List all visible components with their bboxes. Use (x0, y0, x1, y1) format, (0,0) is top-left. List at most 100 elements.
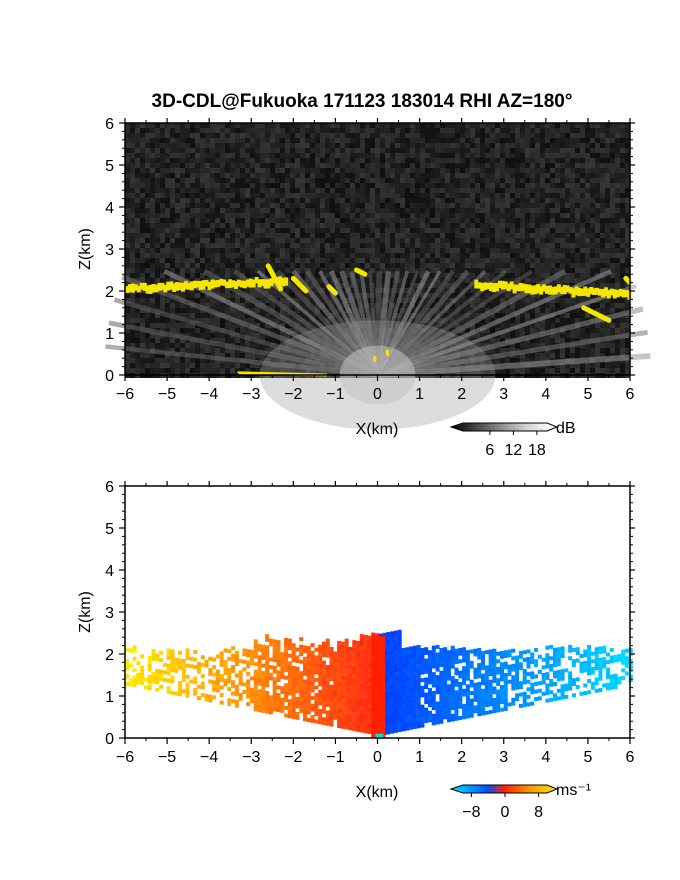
snr-noise-cell (210, 228, 215, 233)
snr-noise-cell (550, 238, 555, 243)
snr-noise-cell (575, 273, 580, 278)
snr-noise-cell (205, 263, 210, 268)
snr-noise-cell (515, 223, 520, 228)
snr-noise-cell (175, 218, 180, 223)
snr-noise-cell (215, 353, 220, 358)
snr-noise-cell (305, 178, 310, 183)
snr-noise-cell (250, 228, 255, 233)
snr-noise-cell (550, 178, 555, 183)
snr-noise-cell (545, 148, 550, 153)
snr-noise-cell (550, 143, 555, 148)
snr-noise-cell (255, 198, 260, 203)
snr-noise-cell (335, 123, 340, 128)
snr-noise-cell (245, 243, 250, 248)
snr-noise-cell (540, 248, 545, 253)
snr-noise-cell (355, 128, 360, 133)
snr-noise-cell (405, 153, 410, 158)
snr-noise-cell (545, 283, 550, 288)
snr-noise-cell (420, 233, 425, 238)
snr-noise-cell (505, 158, 510, 163)
snr-noise-cell (200, 358, 205, 363)
snr-noise-cell (510, 153, 515, 158)
snr-noise-cell (355, 243, 360, 248)
snr-noise-cell (260, 123, 265, 128)
snr-noise-cell (450, 243, 455, 248)
snr-noise-cell (225, 253, 230, 258)
snr-noise-cell (540, 253, 545, 258)
snr-noise-cell (485, 338, 490, 343)
snr-noise-cell (400, 168, 405, 173)
snr-noise-cell (230, 173, 235, 178)
snr-noise-cell (405, 198, 410, 203)
snr-noise-cell (205, 293, 210, 298)
snr-noise-cell (455, 163, 460, 168)
snr-noise-cell (140, 158, 145, 163)
snr-noise-cell (340, 198, 345, 203)
snr-noise-cell (265, 223, 270, 228)
snr-noise-cell (570, 318, 575, 323)
snr-noise-cell (445, 233, 450, 238)
snr-noise-cell (160, 318, 165, 323)
snr-noise-cell (430, 223, 435, 228)
snr-noise-cell (170, 348, 175, 353)
snr-noise-cell (340, 243, 345, 248)
snr-noise-cell (420, 228, 425, 233)
snr-noise-cell (305, 153, 310, 158)
snr-noise-cell (420, 263, 425, 268)
snr-noise-cell (570, 138, 575, 143)
snr-noise-cell (470, 148, 475, 153)
snr-noise-cell (315, 203, 320, 208)
snr-noise-cell (405, 178, 410, 183)
snr-noise-cell (625, 163, 630, 168)
snr-noise-cell (150, 213, 155, 218)
snr-noise-cell (275, 358, 280, 363)
snr-noise-cell (240, 163, 245, 168)
snr-noise-cell (595, 308, 600, 313)
snr-noise-cell (565, 148, 570, 153)
snr-noise-cell (460, 243, 465, 248)
snr-noise-cell (620, 163, 625, 168)
snr-noise-cell (590, 333, 595, 338)
snr-noise-cell (555, 298, 560, 303)
snr-noise-cell (400, 248, 405, 253)
snr-noise-cell (560, 173, 565, 178)
snr-noise-cell (620, 218, 625, 223)
snr-noise-cell (590, 223, 595, 228)
snr-noise-cell (210, 313, 215, 318)
snr-noise-cell (435, 248, 440, 253)
snr-noise-cell (125, 283, 130, 288)
snr-noise-cell (335, 208, 340, 213)
snr-noise-cell (210, 143, 215, 148)
snr-noise-cell (130, 128, 135, 133)
snr-noise-cell (270, 248, 275, 253)
snr-noise-cell (215, 263, 220, 268)
snr-noise-cell (160, 223, 165, 228)
snr-noise-cell (440, 158, 445, 163)
snr-noise-cell (460, 348, 465, 353)
snr-noise-cell (570, 133, 575, 138)
snr-noise-cell (180, 198, 185, 203)
snr-noise-cell (450, 183, 455, 188)
snr-noise-cell (530, 183, 535, 188)
snr-noise-cell (565, 153, 570, 158)
snr-noise-cell (250, 218, 255, 223)
snr-noise-cell (590, 263, 595, 268)
snr-noise-cell (200, 143, 205, 148)
snr-noise-cell (215, 223, 220, 228)
snr-noise-cell (165, 328, 170, 333)
snr-noise-cell (295, 318, 300, 323)
snr-noise-cell (265, 253, 270, 258)
snr-noise-cell (420, 273, 425, 278)
snr-noise-cell (195, 308, 200, 313)
snr-noise-cell (135, 178, 140, 183)
snr-noise-cell (525, 153, 530, 158)
snr-noise-cell (160, 208, 165, 213)
snr-noise-cell (295, 163, 300, 168)
snr-noise-cell (355, 208, 360, 213)
snr-noise-cell (570, 143, 575, 148)
snr-noise-cell (310, 163, 315, 168)
snr-noise-cell (370, 163, 375, 168)
snr-noise-cell (145, 333, 150, 338)
snr-noise-cell (350, 183, 355, 188)
snr-noise-cell (530, 128, 535, 133)
